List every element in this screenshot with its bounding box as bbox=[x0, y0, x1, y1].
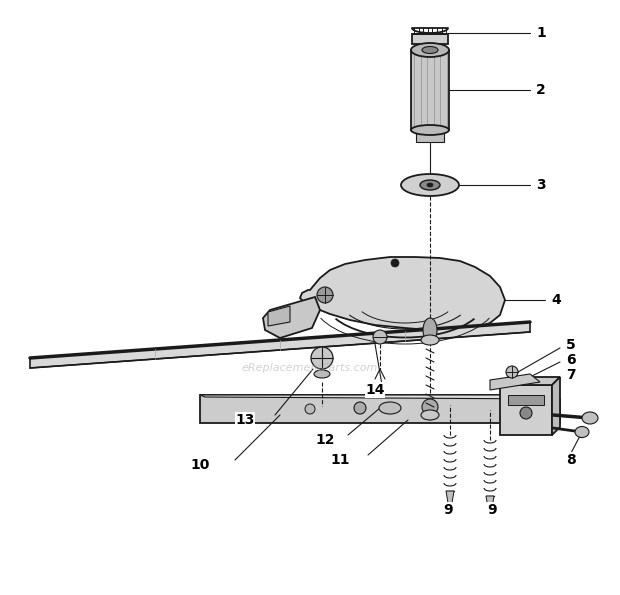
Circle shape bbox=[354, 402, 366, 414]
Polygon shape bbox=[552, 377, 560, 435]
Polygon shape bbox=[300, 257, 505, 330]
Polygon shape bbox=[486, 496, 494, 508]
Ellipse shape bbox=[423, 318, 437, 342]
Ellipse shape bbox=[427, 183, 433, 187]
Polygon shape bbox=[411, 50, 449, 130]
Polygon shape bbox=[508, 395, 544, 405]
Text: 5: 5 bbox=[566, 338, 576, 352]
Ellipse shape bbox=[422, 46, 438, 54]
Ellipse shape bbox=[421, 335, 439, 345]
Polygon shape bbox=[412, 34, 448, 44]
Circle shape bbox=[520, 407, 532, 419]
Polygon shape bbox=[500, 377, 560, 385]
Ellipse shape bbox=[582, 412, 598, 424]
Text: eReplacementParts.com: eReplacementParts.com bbox=[242, 363, 378, 373]
Polygon shape bbox=[200, 395, 560, 423]
Text: 3: 3 bbox=[536, 178, 546, 192]
Text: 4: 4 bbox=[551, 293, 560, 307]
Text: 2: 2 bbox=[536, 83, 546, 97]
Polygon shape bbox=[446, 491, 454, 503]
Polygon shape bbox=[30, 322, 530, 368]
Circle shape bbox=[506, 366, 518, 378]
Polygon shape bbox=[263, 297, 320, 338]
Polygon shape bbox=[490, 374, 540, 390]
Text: 9: 9 bbox=[443, 503, 453, 517]
Ellipse shape bbox=[379, 402, 401, 414]
Circle shape bbox=[373, 330, 387, 344]
Polygon shape bbox=[268, 306, 290, 326]
Ellipse shape bbox=[401, 174, 459, 196]
Circle shape bbox=[391, 259, 399, 267]
Ellipse shape bbox=[421, 410, 439, 420]
Ellipse shape bbox=[411, 43, 449, 57]
Circle shape bbox=[422, 399, 438, 415]
Text: 13: 13 bbox=[236, 413, 255, 427]
Ellipse shape bbox=[420, 180, 440, 190]
Ellipse shape bbox=[575, 427, 589, 437]
Polygon shape bbox=[500, 385, 552, 435]
Text: 9: 9 bbox=[487, 503, 497, 517]
Circle shape bbox=[317, 287, 333, 303]
Polygon shape bbox=[200, 395, 560, 399]
Text: 12: 12 bbox=[315, 433, 335, 447]
Text: 7: 7 bbox=[566, 368, 575, 382]
Text: 14: 14 bbox=[365, 383, 385, 397]
Text: 11: 11 bbox=[330, 453, 350, 467]
Text: 6: 6 bbox=[566, 353, 575, 367]
Text: 1: 1 bbox=[536, 26, 546, 40]
Text: 10: 10 bbox=[190, 458, 210, 472]
Ellipse shape bbox=[411, 125, 449, 135]
Ellipse shape bbox=[314, 370, 330, 378]
Circle shape bbox=[305, 404, 315, 414]
Circle shape bbox=[311, 347, 333, 369]
Polygon shape bbox=[416, 130, 444, 142]
Text: 8: 8 bbox=[566, 453, 576, 467]
